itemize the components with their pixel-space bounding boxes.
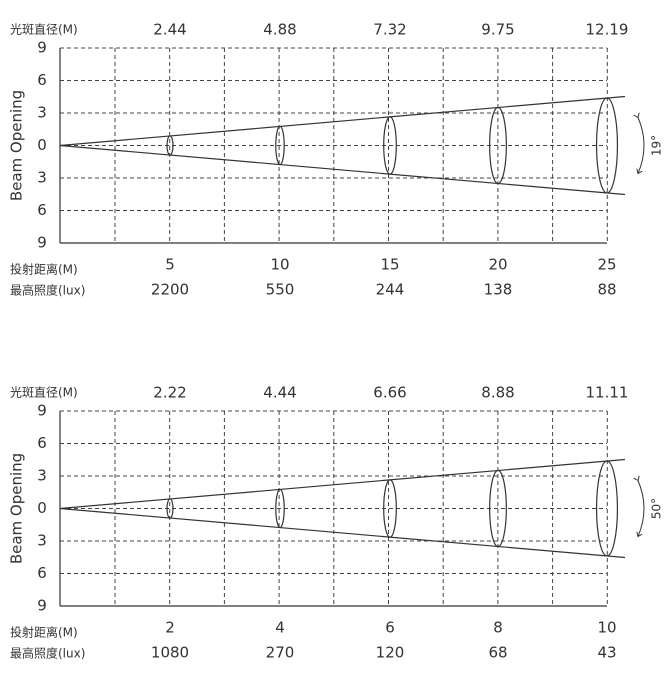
lux: 138: [484, 281, 513, 299]
distance: 4: [275, 619, 285, 637]
lux: 550: [266, 281, 295, 299]
distance: 2: [165, 619, 175, 637]
beam-spot: [595, 97, 619, 194]
y-tick-label: 3: [37, 532, 47, 550]
spot-diameter: 7.32: [373, 21, 406, 39]
angle-label: 19°: [650, 135, 664, 156]
spot-diameter: 2.44: [153, 21, 186, 39]
y-tick-label: 6: [37, 564, 47, 582]
y-tick-label: 9: [37, 597, 47, 615]
angle-arrow: [638, 481, 645, 537]
y-tick-label: 3: [37, 104, 47, 122]
spot-diameter: 2.22: [153, 384, 186, 402]
angle-label: 50°: [650, 498, 664, 519]
beam-spot: [489, 469, 507, 548]
lux: 43: [597, 644, 616, 662]
beam-spot: [166, 498, 174, 519]
y-tick-label: 9: [37, 39, 47, 57]
beam-edge: [59, 95, 626, 147]
spot-diameter: 11.11: [586, 384, 629, 402]
distance: 8: [493, 619, 503, 637]
distance-label: 投射距离(M): [10, 262, 78, 277]
beam-edge: [59, 144, 626, 196]
spot-label: 光斑直径(M): [10, 23, 78, 37]
spot-diameter: 9.75: [481, 21, 514, 39]
beam-spot: [489, 106, 507, 185]
beam-spot: [383, 116, 397, 175]
beam-edge: [59, 507, 626, 559]
lux-label: 最高照度(lux): [10, 646, 85, 661]
lux: 68: [488, 644, 507, 662]
angle-arrow: [638, 118, 645, 174]
y-tick-label: 9: [37, 234, 47, 252]
lux: 270: [266, 644, 295, 662]
y-tick-label: 6: [37, 71, 47, 89]
lux: 1080: [151, 644, 189, 662]
y-tick-label: 6: [37, 434, 47, 452]
y-tick-label: 3: [37, 467, 47, 485]
beam-spot: [383, 479, 397, 538]
y-tick-label: 9: [37, 402, 47, 420]
lux-label: 最高照度(lux): [10, 283, 85, 298]
distance: 15: [380, 256, 399, 274]
distance: 6: [385, 619, 395, 637]
y-axis-label: Beam Opening: [8, 453, 26, 564]
y-tick-label: 6: [37, 201, 47, 219]
y-axis-label: Beam Opening: [8, 90, 26, 201]
spot-diameter: 12.19: [586, 21, 629, 39]
beam-spot: [595, 460, 619, 557]
distance: 10: [270, 256, 289, 274]
distance: 20: [488, 256, 507, 274]
spot-label: 光斑直径(M): [10, 386, 78, 400]
distance: 5: [165, 256, 175, 274]
y-tick-label: 0: [37, 499, 47, 517]
beam-spot: [166, 135, 174, 156]
beam-spot: [275, 488, 285, 529]
spot-diameter: 6.66: [373, 384, 406, 402]
lux: 120: [376, 644, 405, 662]
spot-diameter: 8.88: [481, 384, 514, 402]
distance: 10: [597, 619, 616, 637]
lux: 244: [376, 281, 405, 299]
beam-edge: [59, 458, 626, 510]
beam-spot: [275, 125, 285, 166]
y-tick-label: 0: [37, 136, 47, 154]
y-tick-label: 3: [37, 169, 47, 187]
distance-label: 投射距离(M): [10, 625, 78, 640]
lux: 2200: [151, 281, 189, 299]
lux: 88: [597, 281, 616, 299]
distance: 25: [597, 256, 616, 274]
spot-diameter: 4.44: [263, 384, 296, 402]
spot-diameter: 4.88: [263, 21, 296, 39]
